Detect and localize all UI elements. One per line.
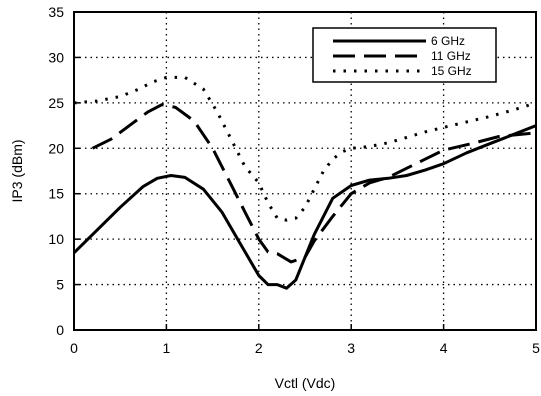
y-tick-label: 10	[48, 231, 64, 247]
axis-ticks: 0 1 2 3 4 5 0 5 10 15 20 25 30 35	[48, 4, 540, 356]
legend-label: 11 GHz	[431, 49, 471, 63]
x-tick-label: 0	[70, 340, 78, 356]
series-line-11-ghz	[91, 103, 537, 264]
x-tick-label: 1	[163, 340, 171, 356]
y-tick-label: 0	[56, 322, 64, 338]
y-tick-label: 30	[48, 49, 64, 65]
plot-frame	[73, 11, 537, 331]
series-line-15-ghz	[73, 75, 537, 222]
legend-label: 6 GHz	[431, 34, 465, 48]
legend-label: 15 GHz	[431, 64, 472, 78]
y-tick-label: 5	[56, 277, 64, 293]
y-tick-label: 35	[48, 4, 64, 20]
x-tick-label: 5	[532, 340, 540, 356]
y-tick-label: 20	[48, 140, 64, 156]
y-tick-label: 25	[48, 95, 64, 111]
series-line-6-ghz	[72, 124, 537, 290]
x-axis-title: Vctl (Vdc)	[275, 375, 336, 391]
y-tick-label: 15	[48, 186, 64, 202]
series-group	[72, 75, 537, 290]
x-tick-label: 2	[255, 340, 263, 356]
x-tick-label: 3	[347, 340, 355, 356]
x-tick-label: 4	[440, 340, 448, 356]
y-axis-title: IP3 (dBm)	[9, 139, 25, 202]
